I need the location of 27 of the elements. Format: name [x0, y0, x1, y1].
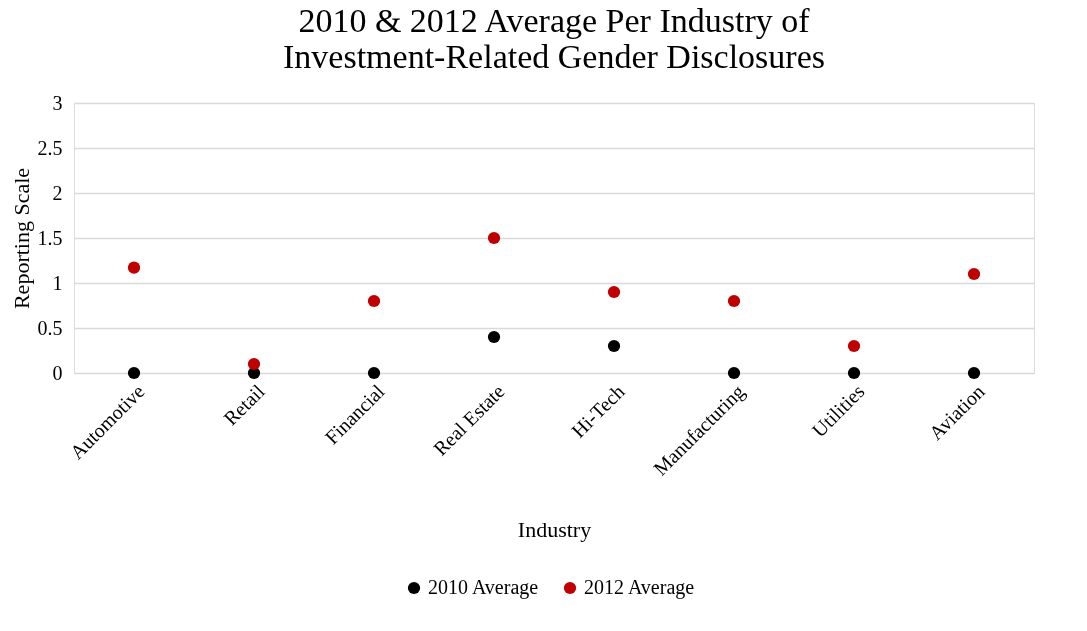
y-tick-label: 2 — [52, 181, 63, 204]
point — [607, 285, 621, 299]
y-tick-label: 0 — [52, 361, 63, 384]
point — [727, 366, 741, 380]
point — [727, 294, 741, 308]
point — [127, 261, 141, 274]
point — [607, 339, 621, 353]
legend-label: 2012 Average — [584, 576, 695, 599]
point — [367, 294, 381, 308]
chart-title: 2010 & 2012 Average Per Industry of Investment-Related Gender Disclosures — [283, 2, 825, 75]
y-tick-label: 2.5 — [37, 136, 63, 159]
point — [487, 231, 501, 245]
y-tick-label: 1 — [52, 271, 63, 294]
legend-label: 2010 Average — [428, 576, 539, 599]
point — [847, 366, 861, 380]
point — [967, 267, 981, 281]
y-tick-label: 3 — [52, 91, 63, 114]
point — [967, 366, 981, 380]
point — [127, 366, 141, 380]
x-axis-title: Industry — [517, 516, 592, 542]
y-tick-label: 1.5 — [37, 226, 63, 249]
y-tick-label: 0.5 — [37, 316, 63, 339]
point — [247, 357, 261, 371]
point — [487, 330, 501, 344]
point — [847, 339, 861, 353]
point — [367, 366, 381, 380]
y-axis-title: Reporting Scale — [8, 167, 34, 310]
